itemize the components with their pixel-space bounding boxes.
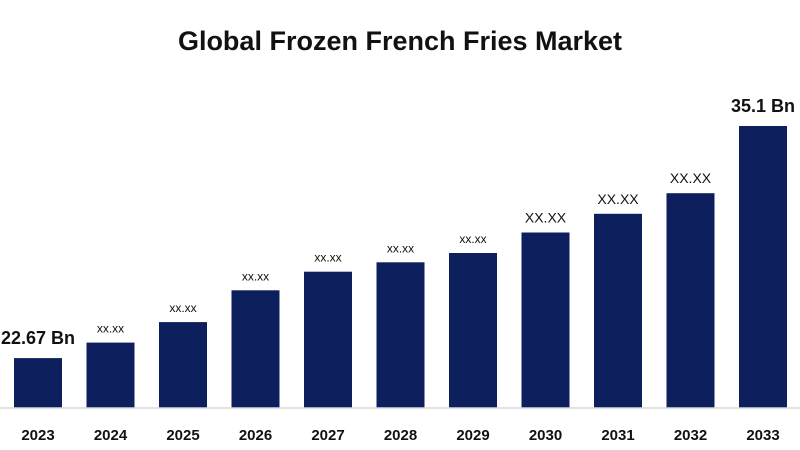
x-tick-label-2027: 2027 (311, 427, 344, 444)
x-tick-label-2025: 2025 (166, 427, 199, 444)
data-label-2029: xx.xx (459, 232, 486, 246)
chart-title: Global Frozen French Fries Market (177, 26, 623, 56)
data-labels-group: 22.67 Bn xx.xx xx.xx xx.xx xx.xx xx.xx xx.xx XX… (1, 96, 795, 348)
data-label-2031: XX.XX (597, 191, 639, 207)
x-tick-labels-group: 2023 2024 2025 2026 2027 2028 2029 2030 2031 2032… (21, 427, 779, 444)
x-tick-label-2030: 2030 (529, 427, 562, 444)
data-label-2032: XX.XX (670, 170, 712, 186)
bar-2033 (739, 126, 787, 408)
x-tick-label-2032: 2032 (674, 427, 707, 444)
x-tick-label-2023: 2023 (21, 427, 54, 444)
x-tick-label-2031: 2031 (601, 427, 634, 444)
x-tick-label-2029: 2029 (456, 427, 489, 444)
bar-2023 (14, 358, 62, 408)
bar-2032 (666, 193, 715, 408)
data-label-2027: xx.xx (314, 251, 341, 265)
data-label-2030: XX.XX (525, 210, 567, 226)
bar-2030 (521, 232, 570, 408)
bar-2029 (449, 253, 497, 408)
x-tick-label-2026: 2026 (239, 427, 272, 444)
x-tick-label-2024: 2024 (94, 427, 128, 444)
data-label-2026: xx.xx (242, 269, 269, 283)
bar-2025 (159, 322, 207, 408)
x-tick-label-2033: 2033 (746, 427, 779, 444)
x-tick-label-2028: 2028 (384, 427, 417, 444)
bars-group (14, 126, 787, 408)
bar-2024 (86, 342, 135, 408)
data-label-2025: xx.xx (169, 301, 196, 315)
bar-2027 (304, 271, 352, 408)
bar-2026 (231, 290, 280, 408)
data-label-2023: 22.67 Bn (1, 328, 75, 348)
data-label-2028: xx.xx (387, 241, 414, 255)
data-label-2033: 35.1 Bn (731, 96, 795, 116)
bar-2028 (376, 262, 425, 408)
data-label-2024: xx.xx (97, 322, 124, 336)
bar-2031 (594, 213, 642, 408)
